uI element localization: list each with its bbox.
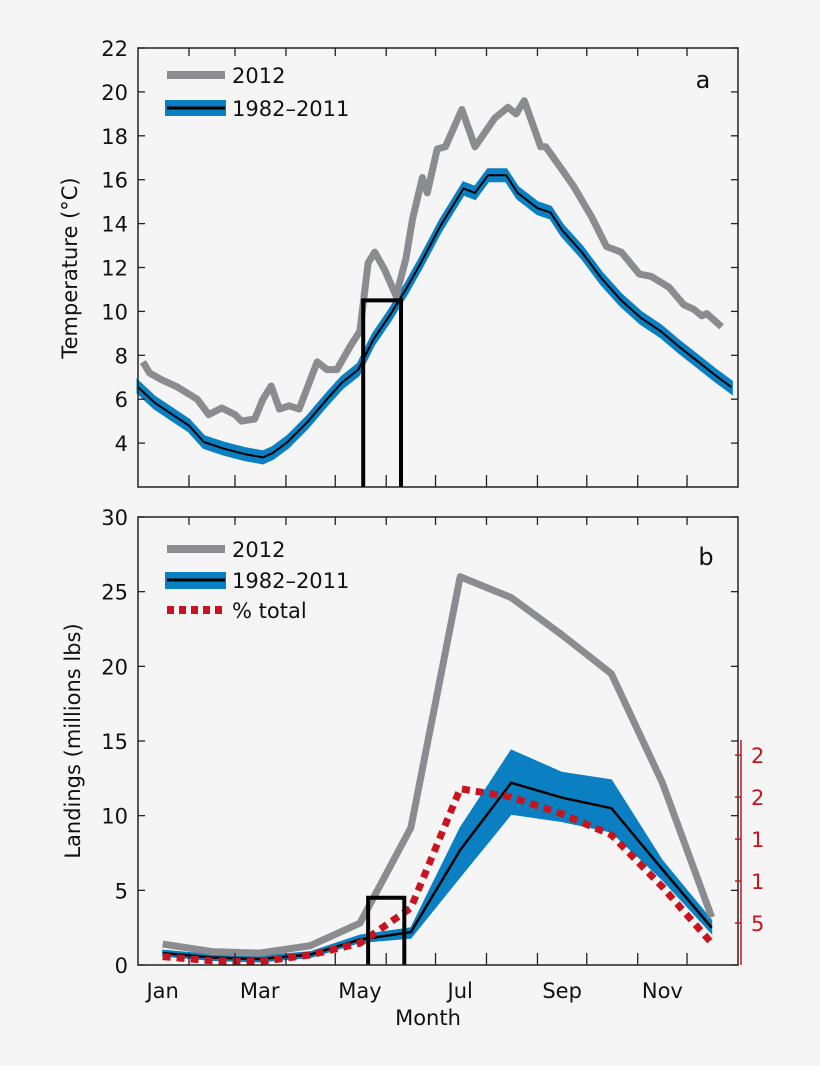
- panel-b-right-ytick-label: 5: [751, 912, 764, 936]
- panel-a-climatology-mean-line: [137, 174, 732, 459]
- legend-a-1982-label: 1982–2011: [232, 97, 349, 121]
- panel-b-right-ytick-label: 1: [751, 870, 764, 894]
- panel-a-ytick-label: 16: [101, 169, 128, 193]
- panel-b-right-ytick-label: 2: [751, 786, 764, 810]
- panel-b-2012-line: [162, 573, 715, 957]
- panel-a-ytick-label: 18: [101, 125, 128, 149]
- panel-b-ytick-label: 15: [101, 730, 128, 754]
- panel-b-xlabel: Month: [395, 1006, 461, 1030]
- panel-a-ytick-label: 10: [101, 300, 128, 324]
- panel-b-right-ytick-label: 2: [751, 744, 764, 768]
- panel-a-climatology-band: [136, 168, 733, 465]
- panel-a-label: a: [696, 66, 711, 94]
- panel-b-xtick-label: Sep: [542, 979, 582, 1003]
- panel-a-highlight-box: [361, 298, 404, 487]
- panel-b-right-ytick-label: 1: [751, 828, 764, 852]
- panel-a-ytick-label: 20: [101, 81, 128, 105]
- panel-b-ytick-label: 30: [101, 506, 128, 530]
- legend-a-2012-label: 2012: [232, 64, 285, 88]
- panel-b-ylabel: Landings (millions lbs): [61, 623, 85, 858]
- panel-b-xtick-label: Jul: [446, 979, 473, 1003]
- panel-b-xtick-label: Jan: [144, 979, 178, 1003]
- panel-b-xtick-label: Nov: [642, 979, 683, 1003]
- panel-b-highlight-box: [366, 895, 407, 965]
- panel-b-climatology-band: [162, 749, 713, 963]
- panel-b: 0 5 10 15 20 25 30 Jan Mar May Jul Sep Nov 5 1 1 2 2: [101, 506, 764, 1003]
- legend-b-1982-label: 1982–2011: [232, 569, 349, 593]
- panel-b-ytick-label: 10: [101, 805, 128, 829]
- panel-b-ytick-label: 20: [101, 655, 128, 679]
- legend-a: 2012 1982–2011: [165, 64, 349, 121]
- panel-a-ylabel: Temperature (°C): [58, 177, 82, 359]
- panel-b-ytick-label: 0: [115, 954, 128, 978]
- panel-a-ytick-label: 6: [115, 388, 128, 412]
- panel-b-ytick-label: 5: [115, 879, 128, 903]
- panel-b-xtick-label: May: [338, 979, 381, 1003]
- panel-a-ytick-label: 4: [115, 432, 128, 456]
- panel-b-pct-total-line: [162, 784, 715, 966]
- panel-a: 4 6 8 10 12 14 16 18 20 22: [101, 37, 739, 488]
- panel-b-label: b: [698, 543, 713, 571]
- panel-a-ytick-label: 12: [101, 257, 128, 281]
- panel-a-2012-line: [139, 97, 724, 425]
- legend-b: 2012 1982–2011 % total: [165, 538, 349, 623]
- panel-a-plot-frame: [137, 47, 739, 488]
- panel-a-ytick-label: 14: [101, 213, 128, 237]
- panel-a-ytick-label: 8: [115, 344, 128, 368]
- legend-b-2012-label: 2012: [232, 538, 285, 562]
- panel-a-ytick-label: 22: [101, 37, 128, 61]
- panel-b-ytick-label: 25: [101, 581, 128, 605]
- legend-b-pct-label: % total: [232, 599, 307, 623]
- panel-b-xtick-label: Mar: [240, 979, 280, 1003]
